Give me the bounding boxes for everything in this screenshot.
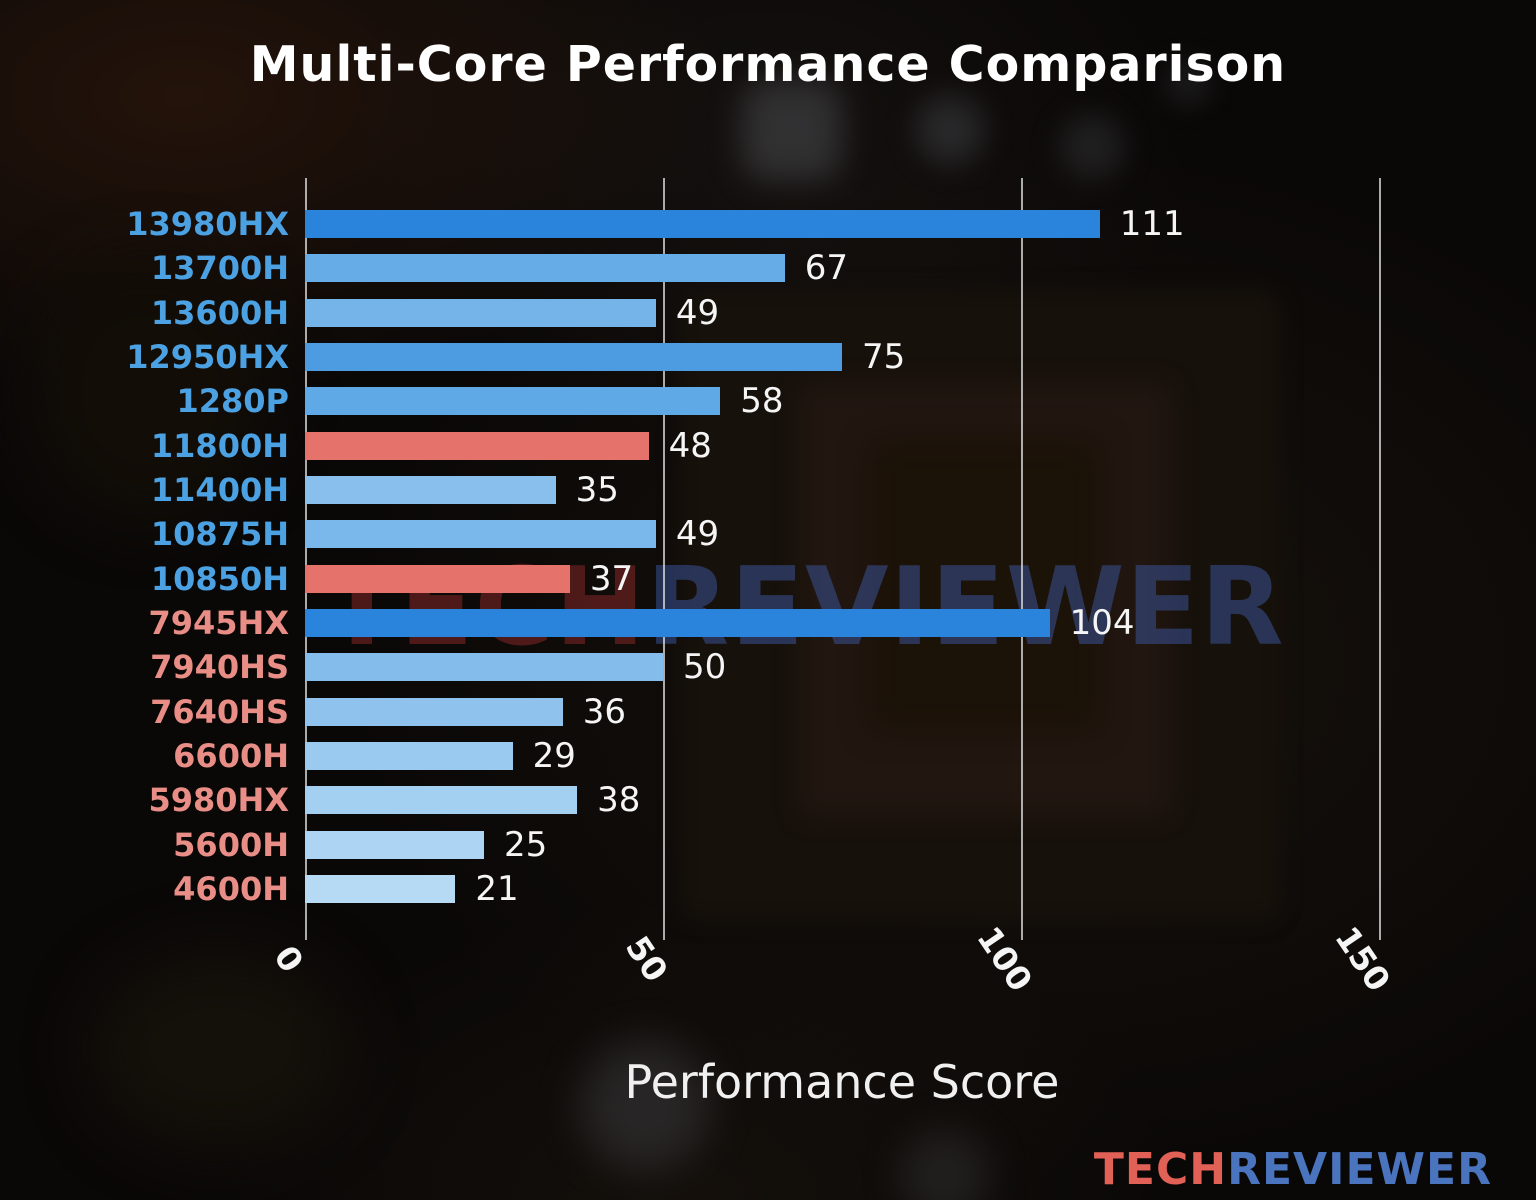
- category-label: 4600H: [173, 870, 289, 909]
- gridline: [1379, 178, 1381, 940]
- background-shape: [90, 950, 350, 1150]
- category-label: 10875H: [150, 515, 289, 554]
- bar-row: 7945HX 104: [148, 601, 1457, 645]
- bar-row: 5600H 25: [173, 823, 1457, 867]
- plot-area: 13980HX 111 13700H 67 13600H 49 12950HX 75 1280P…: [126, 178, 1457, 940]
- bar: [305, 609, 1050, 638]
- bar-row: 6600H 29: [173, 734, 1457, 778]
- value-label: 25: [504, 824, 548, 865]
- background-shape: [900, 1130, 990, 1200]
- bar-row: 4600H 21: [173, 867, 1457, 911]
- bar-row: 1280P 58: [176, 379, 1457, 423]
- value-label: 35: [575, 470, 619, 511]
- bar: [305, 520, 656, 549]
- background-shape: [915, 95, 985, 165]
- x-axis-label: Performance Score: [624, 1055, 1060, 1109]
- bar-row: 10875H 49: [151, 512, 1457, 556]
- category-label: 7640HS: [150, 692, 289, 731]
- bar-row: 13980HX 111: [126, 202, 1457, 246]
- category-label: 13700H: [150, 249, 289, 288]
- category-label: 7945HX: [148, 604, 289, 643]
- value-label: 21: [475, 869, 519, 910]
- bar: [305, 564, 570, 593]
- category-label: 5600H: [173, 825, 289, 864]
- category-label: 1280P: [176, 382, 289, 421]
- category-label: 5980HX: [148, 781, 289, 820]
- bar: [305, 210, 1100, 239]
- bar-row: 7940HS 50: [150, 645, 1457, 689]
- value-label: 104: [1069, 603, 1135, 644]
- value-label: 58: [740, 381, 784, 422]
- category-label: 13980HX: [126, 205, 289, 244]
- category-label: 10850H: [150, 559, 289, 598]
- bar: [305, 786, 578, 815]
- bar-row: 13700H 67: [151, 246, 1457, 290]
- bar-row: 13600H 49: [151, 291, 1457, 335]
- category-label: 11800H: [150, 426, 289, 465]
- value-label: 111: [1119, 204, 1185, 245]
- category-label: 6600H: [173, 737, 289, 776]
- bar: [305, 387, 721, 416]
- bar-row: 5980HX 38: [148, 778, 1457, 822]
- bar: [305, 431, 649, 460]
- category-label: 7940HS: [150, 648, 289, 687]
- value-label: 48: [668, 425, 712, 466]
- gridline: [663, 178, 665, 940]
- value-label: 67: [804, 248, 848, 289]
- value-label: 49: [675, 514, 720, 555]
- brand-logo-tech: TECH: [1093, 1144, 1228, 1195]
- bar: [305, 742, 513, 771]
- category-label: 13600H: [150, 293, 289, 332]
- gridline: [305, 178, 307, 940]
- bar-row: 11800H 48: [151, 424, 1457, 468]
- value-label: 49: [675, 292, 720, 333]
- bar: [305, 830, 484, 859]
- value-label: 38: [597, 780, 641, 821]
- bar: [305, 875, 456, 904]
- bar: [305, 254, 785, 283]
- value-label: 75: [862, 337, 906, 378]
- brand-logo: TECHREVIEWER: [1094, 1144, 1492, 1195]
- bar: [305, 697, 563, 726]
- background-shape: [742, 80, 842, 180]
- category-label: 11400H: [150, 471, 289, 510]
- bar: [305, 653, 663, 682]
- value-label: 50: [683, 647, 727, 688]
- category-label: 12950HX: [126, 338, 289, 377]
- bar-row: 7640HS 36: [150, 690, 1457, 734]
- bar-row: 10850H 37: [151, 557, 1457, 601]
- brand-logo-reviewer: REVIEWER: [1227, 1144, 1492, 1195]
- bar: [305, 343, 842, 372]
- value-label: 29: [532, 736, 576, 777]
- background-shape: [1060, 115, 1124, 179]
- value-label: 36: [582, 691, 627, 732]
- bar-row: 11400H 35: [151, 468, 1457, 512]
- chart-title: Multi-Core Performance Comparison: [249, 36, 1287, 93]
- value-label: 37: [589, 558, 634, 599]
- x-tick-label: 0: [266, 938, 312, 980]
- bar: [305, 476, 556, 505]
- bar: [305, 298, 656, 327]
- bar-row: 12950HX 75: [126, 335, 1457, 379]
